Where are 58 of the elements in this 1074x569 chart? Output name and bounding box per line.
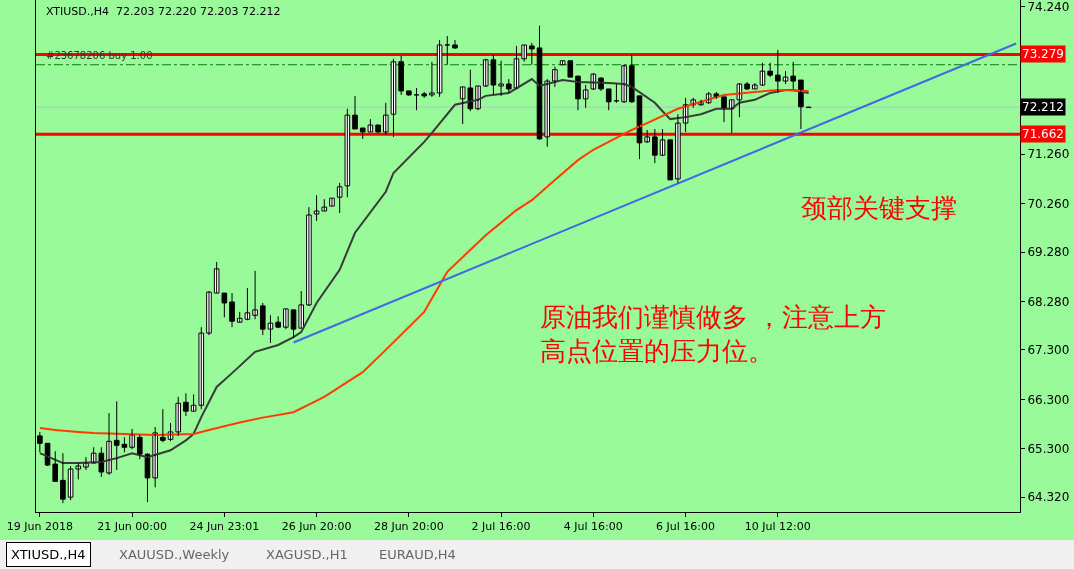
x-tick-label: 19 Jun 2018 [6, 520, 73, 534]
text: XTIUSD.,H4 72.203 72.220 72.203 72.212 [46, 5, 281, 18]
candlestick [329, 197, 335, 207]
candlestick [283, 308, 289, 330]
candlestick [259, 302, 266, 336]
y-tick-label: 74.240 [1027, 0, 1070, 15]
y-tick-label: 70.260 [1027, 196, 1070, 211]
candlestick [644, 129, 650, 144]
candlestick [498, 60, 504, 97]
y-tick-label: 64.320 [1027, 490, 1070, 505]
candlestick [160, 408, 166, 443]
x-tick-label: 21 Jun 00:00 [97, 520, 168, 534]
annotation: 颈部关键支撑 [801, 193, 957, 223]
candlestick [275, 315, 281, 329]
candlestick [652, 128, 658, 164]
candlestick [529, 42, 535, 66]
ref-line-label: 73.279 [1022, 47, 1064, 61]
text: EURAUD,H4 [379, 547, 456, 562]
candlestick [767, 62, 773, 78]
y-tick-label: 65.300 [1027, 441, 1070, 456]
x-tick-label: 4 Jul 16:00 [563, 520, 623, 534]
y-tick-label: 71.260 [1027, 147, 1070, 162]
ref-line-label: 71.662 [1022, 127, 1064, 141]
text: XAUUSD.,Weekly [119, 547, 230, 562]
candlestick [336, 182, 343, 214]
y-tick-label: 67.300 [1027, 343, 1070, 358]
candlestick [775, 49, 781, 94]
candlestick [429, 61, 435, 98]
annotation: 原油我们谨慎做多 ，注意上方高点位置的压力位。 [540, 302, 887, 366]
candlestick [751, 82, 758, 90]
candlestick [406, 90, 412, 97]
x-tick-label: 28 Jun 20:00 [373, 520, 444, 534]
candlestick [436, 39, 443, 98]
candlestick [805, 106, 812, 109]
candlestick [298, 290, 305, 329]
candlestick [521, 44, 527, 63]
text: XTIUSD.,H4 [11, 547, 86, 562]
candlestick [175, 396, 182, 437]
candlestick [382, 102, 389, 136]
y-tick-label: 68.280 [1027, 294, 1070, 309]
x-tick-label: 26 Jun 20:00 [281, 520, 352, 534]
ref-line-label: 72.212 [1022, 100, 1064, 114]
y-tick-label: 69.280 [1027, 245, 1070, 260]
x-tick-label: 6 Jul 16:00 [656, 520, 716, 534]
x-tick-label: 24 Jun 23:01 [189, 520, 260, 534]
candlestick [398, 55, 404, 96]
candlestick [421, 91, 428, 99]
ref-line-label: #23678206 buy 1.00 [46, 50, 153, 61]
text: XAGUSD.,H1 [266, 547, 348, 562]
candlestick [52, 450, 59, 482]
candlestick [790, 61, 797, 90]
candlestick [452, 39, 458, 50]
x-tick-label: 2 Jul 16:00 [471, 520, 531, 534]
y-tick-label: 66.300 [1027, 392, 1070, 407]
candlestick [505, 78, 512, 94]
candlestick [667, 139, 674, 181]
x-tick-label: 10 Jul 12:00 [744, 520, 811, 534]
candlestick [605, 88, 612, 111]
